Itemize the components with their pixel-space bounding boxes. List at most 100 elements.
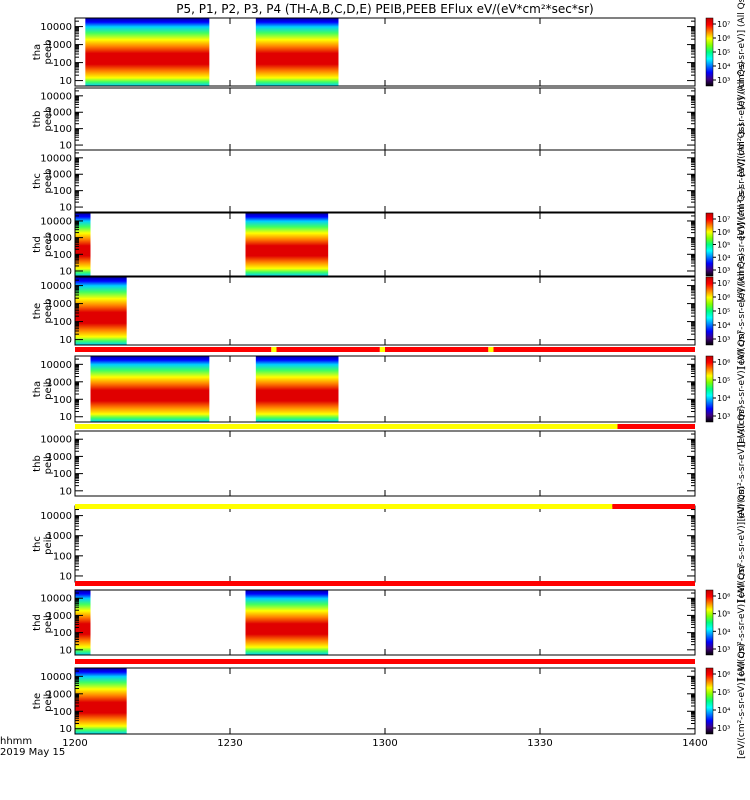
x-tick-label: 1330 [527,738,552,749]
spectrogram-block [90,356,210,422]
colorbar-tick-label: 10⁵ [717,241,730,250]
panel-product-label: peib [43,690,54,712]
colorbar-label: [eV/(cm²-s-sr-eV)] (All Qs) [737,187,747,303]
panel-product-label: peib [43,612,54,634]
spectrogram-block [75,590,91,655]
y-tick-label: 100 [53,395,72,406]
y-tick-label: 1000 [47,170,72,181]
colorbar-tick-label: 10⁴ [717,321,730,330]
y-tick-label: 100 [53,317,72,328]
y-tick-label: 100 [53,250,72,261]
flag-bar-segment [493,347,695,352]
panel-probe-label: the [32,303,43,319]
colorbar-tick-label: 10⁵ [717,48,730,57]
colorbar-label: [eV/(cm²-s-sr-eV)] (All Qs) [737,331,747,447]
colorbar [705,589,714,656]
colorbar-tick-label: 10⁴ [717,253,730,262]
panel-product-label: peib [43,378,54,400]
panel-probe-label: tha [32,381,43,397]
y-tick-label: 10000 [40,594,72,605]
y-tick-label: 10000 [40,22,72,33]
colorbar-tick-label: 10³ [717,335,730,344]
flag-bar-segment [488,347,494,352]
spectrogram-block [75,277,127,345]
spectrogram-block [255,18,339,86]
flag-bar-segment [612,504,695,509]
colorbar-label: [eV/(cm²-s-sr-eV)] (All Qs) [737,61,747,177]
colorbar-tick-label: 10⁶ [717,34,730,43]
y-tick-label: 1000 [47,108,72,119]
y-tick-label: 1000 [47,689,72,700]
colorbar-label: [eV/(cm²-s-sr-eV)] (All Qs) [737,406,747,522]
panel-product-label: peeb [43,299,54,324]
y-tick-label: 1000 [47,452,72,463]
panel-product-label: peib [43,533,54,555]
colorbar-label: [eV/(cm²-s-sr-eV)] (All Qs) [737,253,747,369]
y-tick-label: 1000 [47,233,72,244]
colorbar-tick-label: 10⁵ [717,307,730,316]
flag-bar-segment [75,347,272,352]
panel-probe-label: thc [32,536,43,552]
colorbar-tick-label: 10⁷ [717,20,730,29]
panel-probe-label: tha [32,44,43,60]
colorbar-tick-label: 10⁴ [717,706,730,715]
colorbar-tick-label: 10⁶ [717,670,730,679]
x-tick-label: 1230 [217,738,242,749]
y-tick-label: 1000 [47,611,72,622]
y-tick-label: 10 [59,76,72,87]
panel-product-label: peeb [43,107,54,132]
colorbar-tick-label: 10⁵ [717,376,730,385]
y-tick-label: 10000 [40,672,72,683]
y-tick-label: 1000 [47,531,72,542]
panel-product-label: peib [43,453,54,475]
x-unit-label: hhmm [0,736,33,747]
colorbar [705,212,714,277]
date-label: 2019 May 15 [0,747,66,758]
spectrogram-block [75,668,127,734]
y-tick-label: 100 [53,58,72,69]
y-tick-label: 10 [59,645,72,656]
flag-bar-segment [617,424,695,429]
y-tick-label: 1000 [47,377,72,388]
colorbar-label: [eV/(cm²-s-sr-eV)] (All Qs) [737,0,747,110]
colorbar [705,667,714,735]
chart-title: P5, P1, P2, P3, P4 (TH-A,B,C,D,E) PEIB,P… [176,2,594,16]
colorbar-label: [eV/(cm²-s-sr-eV)] (All Qs) [737,123,747,239]
y-tick-label: 10 [59,571,72,582]
x-tick-label: 1200 [62,738,87,749]
spectrogram-block [255,356,339,422]
y-tick-label: 10 [59,203,72,214]
y-tick-label: 10000 [40,511,72,522]
panel-frame [74,430,696,497]
panel-frame [74,589,696,656]
y-tick-label: 10000 [40,435,72,446]
panel-probe-label: thd [32,236,43,253]
colorbar-tick-label: 10³ [717,266,730,275]
spectrogram-block [75,213,91,276]
flag-bar-segment [276,347,380,352]
spectrogram-block [245,590,329,655]
colorbar-label: [eV/(cm²-s-sr-eV)] (All Qs) [737,486,747,602]
panel-frame [74,505,696,583]
flag-bar-segment [385,347,489,352]
colorbar-tick-label: 10⁶ [717,228,730,237]
flag-bar-segment [379,347,385,352]
colorbar [705,276,714,346]
y-tick-label: 10 [59,412,72,423]
y-tick-label: 10 [59,724,72,735]
flag-bar-segment [271,347,277,352]
panel-probe-label: thb [32,455,43,472]
y-tick-label: 10 [59,335,72,346]
colorbar-tick-label: 10⁷ [717,279,730,288]
y-tick-label: 1000 [47,299,72,310]
panel-product-label: peeb [43,169,54,194]
colorbar-tick-label: 10⁵ [717,688,730,697]
colorbar-tick-label: 10⁶ [717,293,730,302]
panel-frame [74,212,696,277]
colorbar-tick-label: 10⁵ [717,610,730,619]
colorbar-tick-label: 10⁷ [717,215,730,224]
y-tick-label: 100 [53,551,72,562]
spectrogram-block [85,18,210,86]
y-tick-label: 1000 [47,40,72,51]
